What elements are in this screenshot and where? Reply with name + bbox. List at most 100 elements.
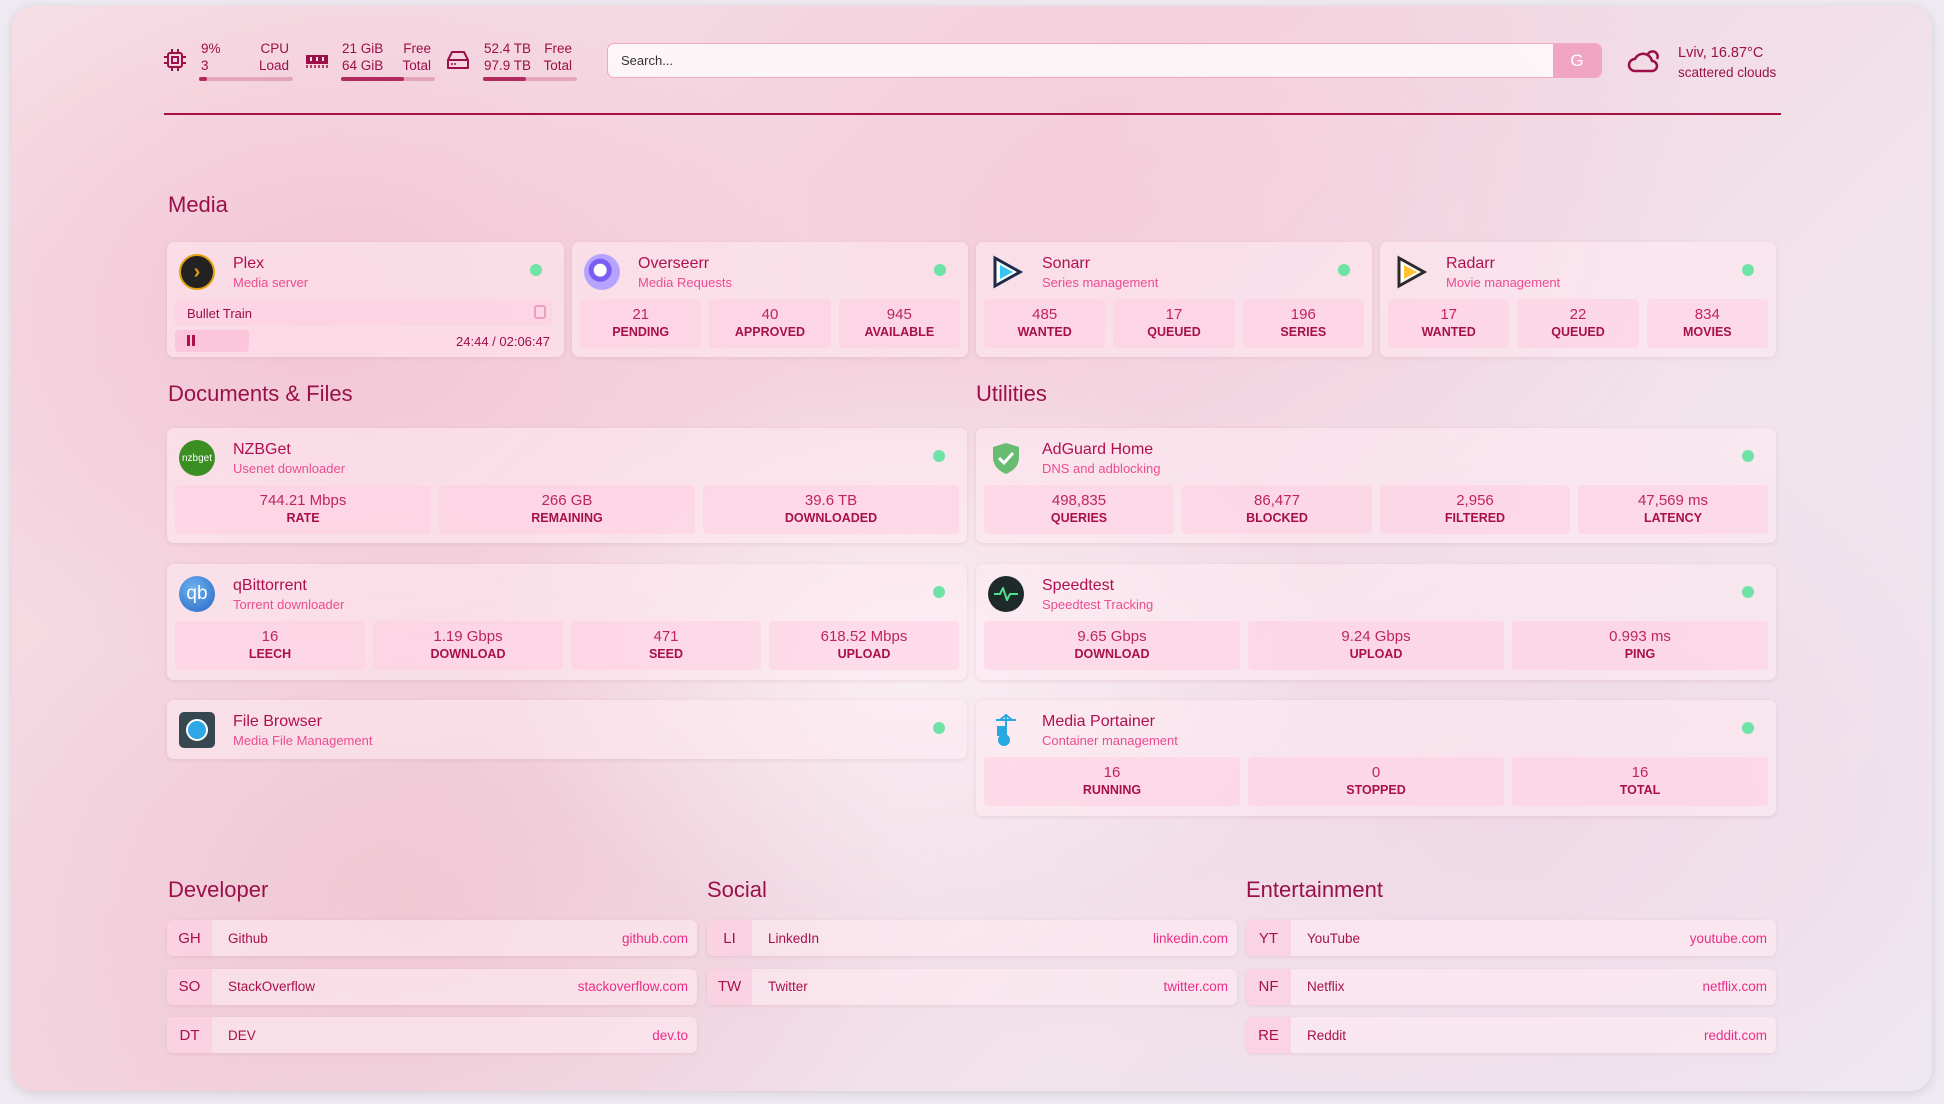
stat-value: 196 [1290,306,1316,323]
weather-widget[interactable]: Lviv, 16.87°C scattered clouds [1678,43,1776,83]
stat-label: DOWNLOAD [1074,647,1150,661]
service-card-overseerr[interactable]: Overseerr Media Requests 21 PENDING 40 APPR… [572,242,968,357]
stat-label: SERIES [1280,325,1327,339]
cpu-sub: 3 [201,58,209,73]
stat-block: 9.24 Gbps UPLOAD [1248,621,1504,670]
stat-label: DOWNLOAD [430,647,506,661]
stat-label: QUEUED [1147,325,1201,339]
stat-block: 485 WANTED [984,299,1106,348]
search-input[interactable] [608,44,1553,77]
memory-sub-label: Total [402,58,431,73]
stat-label: QUEUED [1551,325,1605,339]
disk-widget: 52.4 TB Free 97.9 TB Total [484,40,572,74]
stat-block: 17 WANTED [1388,299,1510,348]
search-provider-button[interactable]: G [1553,44,1601,77]
weather-condition: scattered clouds [1678,65,1777,80]
stat-label: LATENCY [1643,511,1703,525]
status-indicator [1742,722,1754,734]
stat-value: 39.6 TB [804,492,858,509]
service-stats: 498,835 QUERIES 86,477 BLOCKED 2,956 FILTERED… [984,485,1768,534]
bookmark-name: YouTube [1307,930,1361,946]
bookmark-twitter[interactable]: TW Twitter twitter.com [707,968,1237,1005]
service-card-qbittorrent[interactable]: qb qBittorrent Torrent downloader 16 LEEC… [167,564,967,680]
memory-bar [341,77,435,81]
service-stats: 9.65 Gbps DOWNLOAD 9.24 Gbps UPLOAD 0.993 ms… [984,621,1768,670]
stat-value: 0.993 ms [1609,628,1671,645]
disk-sub-label: Total [543,58,572,73]
bookmark-dev[interactable]: DT DEV dev.to [167,1017,697,1053]
stat-label: RUNNING [1082,783,1142,797]
stat-value: 86,477 [1254,492,1300,509]
service-card-portainer[interactable]: Media Portainer Container management 16 R… [976,700,1776,816]
cpu-value: 9% [201,41,221,56]
status-indicator [1742,450,1754,462]
now-playing-progress: 24:44 / 02:06:47 [175,330,552,352]
bookmark-name: Netflix [1307,979,1345,994]
cloud-sun-icon [1627,50,1659,73]
bookmark-stackoverflow[interactable]: SO StackOverflow stackoverflow.com [167,968,697,1005]
stat-value: 9.65 Gbps [1077,628,1147,645]
service-name: qBittorrent [233,577,307,594]
bookmark-abbr: DT [167,1017,212,1053]
bookmark-url: github.com [621,930,688,946]
stat-block: 16 LEECH [175,621,365,670]
bookmark-netflix[interactable]: NF Netflix netflix.com [1246,968,1776,1005]
service-description: Series management [1042,275,1159,290]
stat-label: QUERIES [1050,511,1108,525]
group-title-developer: Developer [168,877,269,902]
weather-location-temp: Lviv, 16.87°C [1678,45,1764,61]
cpu-bar [199,77,293,81]
stat-label: PING [1624,647,1656,661]
bookmark-url: linkedin.com [1152,930,1228,946]
service-card-speedtest[interactable]: Speedtest Speedtest Tracking 9.65 Gbps DO… [976,564,1776,680]
service-stats: 485 WANTED 17 QUEUED 196 SERIES [984,299,1364,348]
pause-icon[interactable] [187,335,195,346]
stat-block: 39.6 TB DOWNLOADED [703,485,959,534]
stat-value: 17 [1165,306,1183,323]
bookmark-reddit[interactable]: RE Reddit reddit.com [1246,1017,1776,1053]
service-card-adguard[interactable]: AdGuard Home DNS and adblocking 498,835 Q… [976,428,1776,543]
stat-label: LEECH [248,647,292,661]
service-name: Media Portainer [1042,713,1155,730]
service-name: Plex [233,255,265,272]
status-indicator [1742,586,1754,598]
stat-label: STOPPED [1346,783,1406,797]
memory-value: 21 GiB [342,41,384,56]
stat-label: APPROVED [734,325,806,339]
service-card-plex[interactable]: › Plex Media server Bullet Train 24:44 /… [167,242,564,357]
service-card-radarr[interactable]: Radarr Movie management 17 WANTED 22 QUEUED… [1380,242,1776,357]
stat-value: 21 [632,306,649,323]
stat-block: 47,569 ms LATENCY [1578,485,1768,534]
bookmark-url: twitter.com [1163,979,1228,994]
stat-value: 498,835 [1051,492,1107,509]
stat-label: BLOCKED [1246,511,1308,525]
stat-label: AVAILABLE [864,325,935,339]
stat-value: 9.24 Gbps [1341,628,1411,645]
group-title-utilities: Utilities [976,381,1047,406]
memory-bar-fill [341,77,404,81]
service-card-nzbget[interactable]: nzbget NZBGet Usenet downloader 744.21 M… [167,428,967,543]
service-name: Overseerr [638,255,710,272]
bookmark-name: DEV [228,1027,256,1043]
memory-widget: 21 GiB Free 64 GiB Total [342,40,431,74]
bookmark-linkedin[interactable]: LI LinkedIn linkedin.com [707,920,1237,956]
stat-value: 471 [653,628,679,645]
cpu-label: CPU [260,41,289,56]
memory-sub: 64 GiB [342,58,384,73]
stat-block: 21 PENDING [580,299,702,348]
service-name: NZBGet [233,441,291,458]
bookmark-abbr: GH [167,920,212,956]
stat-block: 86,477 BLOCKED [1182,485,1372,534]
service-card-filebrowser[interactable]: File Browser Media File Management [167,700,967,759]
service-stats: 21 PENDING 40 APPROVED 945 AVAILABLE [580,299,960,348]
search-bar: G [607,43,1602,78]
bookmark-github[interactable]: GH Github github.com [167,920,697,956]
bookmark-youtube[interactable]: YT YouTube youtube.com [1246,920,1776,956]
service-stats: 16 RUNNING 0 STOPPED 16 TOTAL [984,757,1768,806]
stat-label: RATE [286,511,320,525]
stat-value: 744.21 Mbps [259,492,347,509]
cpu-bar-fill [199,77,208,81]
service-card-sonarr[interactable]: Sonarr Series management 485 WANTED 17 QUEU… [976,242,1372,357]
stat-label: FILTERED [1444,511,1506,525]
service-description: Media File Management [233,733,373,748]
